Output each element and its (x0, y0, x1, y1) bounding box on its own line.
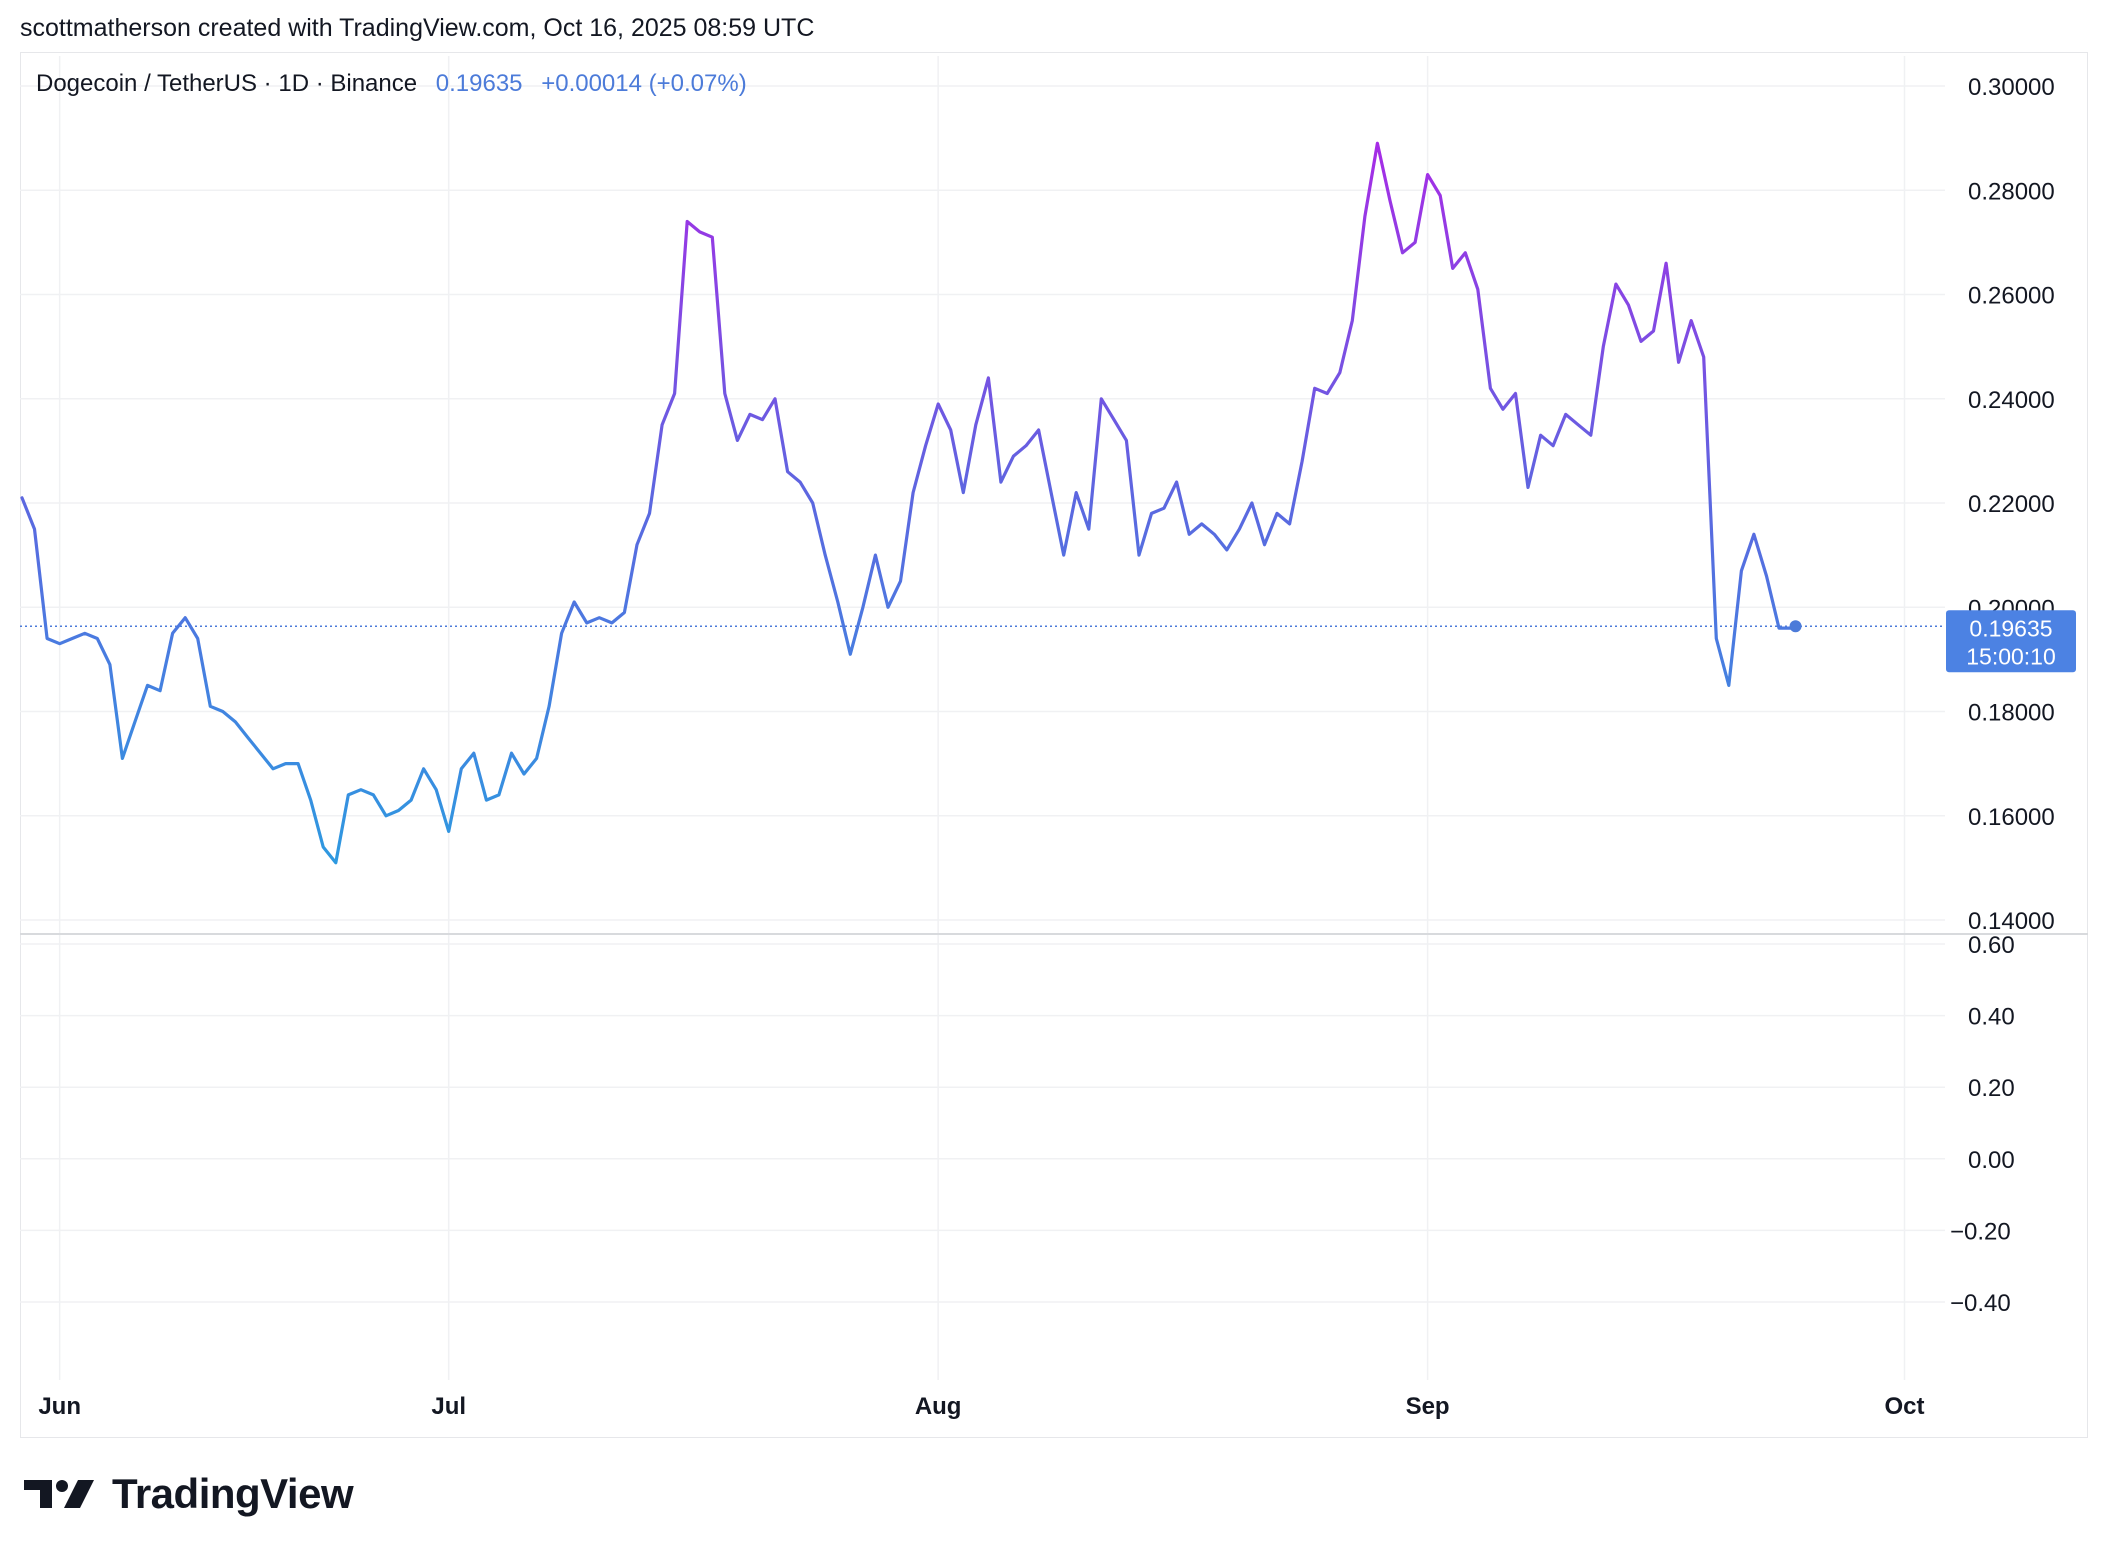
legend-change: +0.00014 (+0.07%) (541, 70, 747, 97)
price-tick-label: 0.14000 (1968, 908, 2055, 935)
indicator-tick-label: −0.20 (1950, 1218, 2011, 1245)
time-tick-label: Sep (1406, 1393, 1450, 1420)
tradingview-logo-icon (24, 1480, 94, 1508)
indicator-tick-label: 0.00 (1968, 1147, 2015, 1174)
time-tick-label: Jun (38, 1393, 81, 1420)
price-axis[interactable]: 0.300000.280000.260000.240000.220000.200… (1968, 74, 2055, 935)
price-tick-label: 0.30000 (1968, 74, 2055, 101)
price-tick-label: 0.26000 (1968, 283, 2055, 310)
indicator-tick-label: −0.40 (1950, 1290, 2011, 1317)
symbol-legend[interactable]: Dogecoin / TetherUS · 1D · Binance 0.196… (36, 70, 747, 98)
price-tick-label: 0.28000 (1968, 178, 2055, 205)
indicator-tick-label: 0.40 (1968, 1004, 2015, 1031)
price-badge: 0.19635 15:00:10 (1946, 610, 2076, 673)
badge-countdown: 15:00:10 (1966, 643, 2056, 669)
price-tick-label: 0.24000 (1968, 387, 2055, 414)
badge-price: 0.19635 (1969, 615, 2052, 641)
chart-frame (20, 52, 2088, 1438)
price-tick-label: 0.18000 (1968, 700, 2055, 727)
time-tick-label: Oct (1884, 1393, 1924, 1420)
snapshot-credit: scottmatherson created with TradingView.… (20, 14, 815, 42)
price-series-line (20, 141, 1794, 865)
brand-name: TradingView (112, 1470, 354, 1517)
last-price-dot (1789, 620, 1802, 633)
time-tick-label: Jul (431, 1393, 466, 1420)
grid-lines (20, 56, 1945, 1380)
tradingview-brand[interactable]: TradingView (22, 1470, 354, 1518)
indicator-tick-label: 0.60 (1968, 932, 2015, 959)
indicator-axis[interactable]: 0.60 0.40 0.20 0.00 −0.20 −0.40 (1950, 932, 2015, 1317)
price-tick-label: 0.16000 (1968, 804, 2055, 831)
time-axis[interactable]: Jun Jul Aug Sep Oct (38, 1393, 1924, 1420)
time-tick-label: Aug (915, 1393, 962, 1420)
price-tick-label: 0.22000 (1968, 491, 2055, 518)
indicator-tick-label: 0.20 (1968, 1075, 2015, 1102)
legend-price: 0.19635 (435, 70, 523, 97)
legend-symbol: Dogecoin / TetherUS · 1D · Binance (36, 70, 418, 97)
